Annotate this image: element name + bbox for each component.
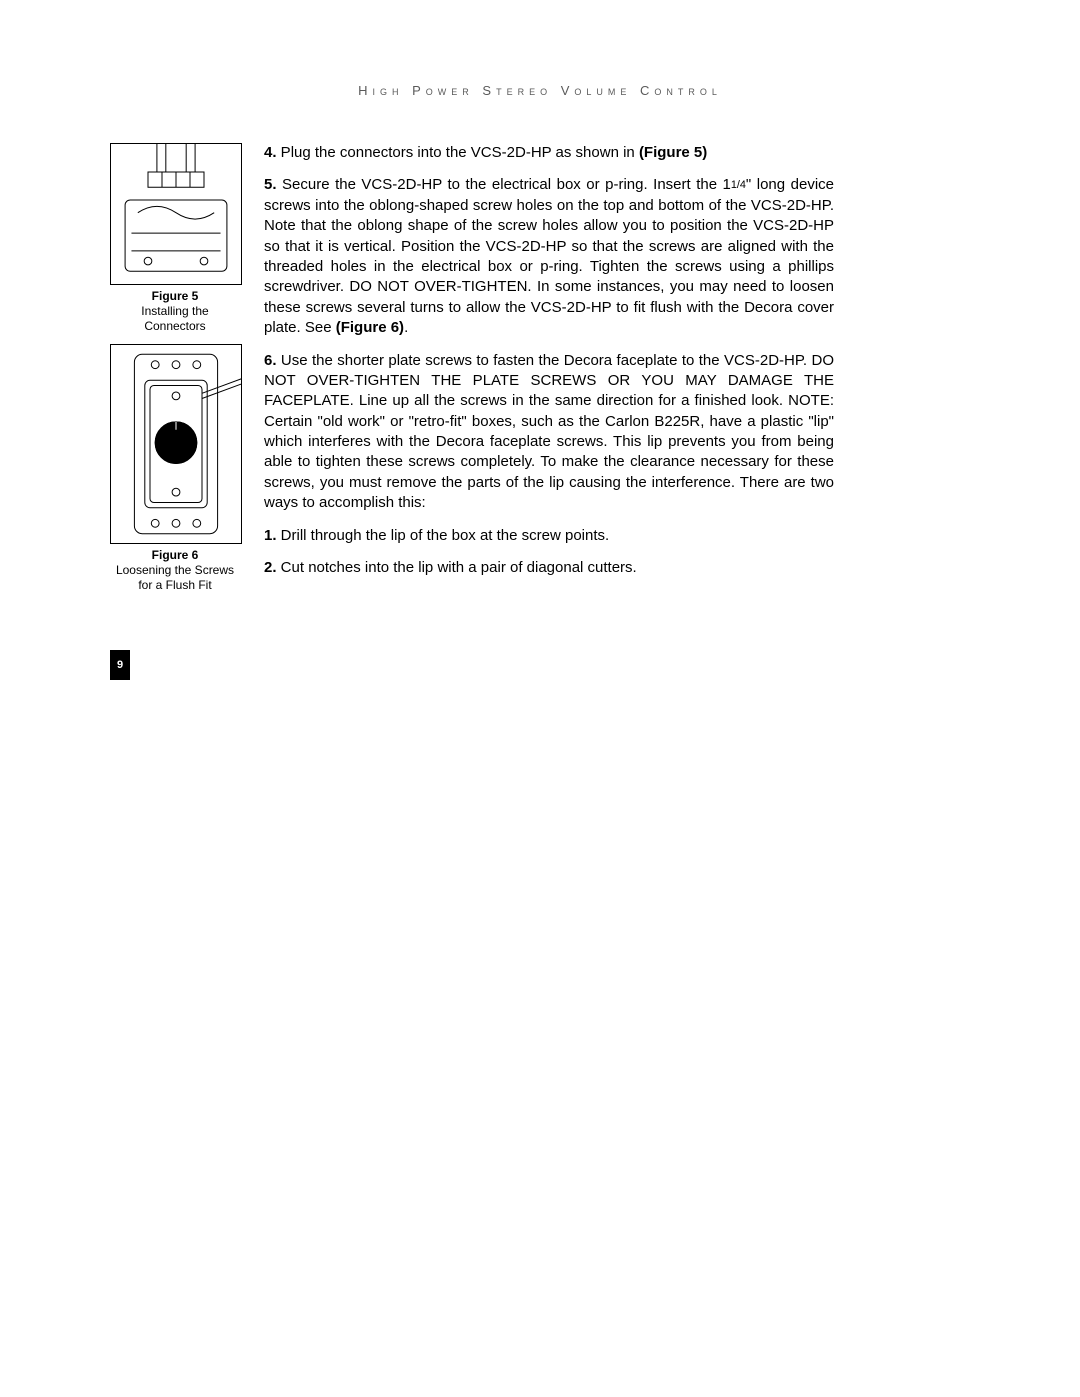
substep-1: 1. Drill through the lip of the box at t… <box>264 526 834 546</box>
step-4-text: Plug the connectors into the VCS-2D-HP a… <box>277 144 639 161</box>
page-number: 9 <box>110 650 130 680</box>
step-5-text-a: Secure the VCS-2D-HP to the electrical b… <box>277 176 731 193</box>
substep-2-text: Cut notches into the lip with a pair of … <box>277 559 637 576</box>
figure-6-label: Figure 6 <box>152 548 199 562</box>
figure-6-caption: Figure 6 Loosening the Screws for a Flus… <box>110 548 240 593</box>
figure-5-caption: Figure 5 Installing the Connectors <box>110 289 240 334</box>
step-5-num: 5. <box>264 176 277 193</box>
step-6-text: Use the shorter plate screws to fasten t… <box>264 352 834 512</box>
substep-1-text: Drill through the lip of the box at the … <box>277 527 610 544</box>
step-4-figure-ref: (Figure 5) <box>639 144 707 161</box>
substep-2: 2. Cut notches into the lip with a pair … <box>264 558 834 578</box>
step-5-text-b: " long device screws into the oblong-sha… <box>264 176 834 336</box>
figure-6-caption-text: Loosening the Screws for a Flush Fit <box>116 563 234 592</box>
step-5-figure-ref: (Figure 6) <box>336 319 404 336</box>
step-4-num: 4. <box>264 144 277 161</box>
step-6-num: 6. <box>264 352 277 369</box>
running-header: High Power Stereo Volume Control <box>0 83 1080 98</box>
figure-5-label: Figure 5 <box>152 289 199 303</box>
body-text: 4. Plug the connectors into the VCS-2D-H… <box>264 143 834 590</box>
figure-5-illustration <box>110 143 242 285</box>
figure-5-caption-text: Installing the Connectors <box>141 304 208 333</box>
step-5-text-c: . <box>404 319 408 336</box>
figure-5: Figure 5 Installing the Connectors <box>110 143 240 334</box>
step-6: 6. Use the shorter plate screws to faste… <box>264 351 834 514</box>
substep-1-num: 1. <box>264 527 277 544</box>
figure-sidebar: Figure 5 Installing the Connectors <box>110 143 240 599</box>
step-4: 4. Plug the connectors into the VCS-2D-H… <box>264 143 834 163</box>
step-5: 5. Secure the VCS-2D-HP to the electrica… <box>264 175 834 338</box>
step-5-frac: 1/4 <box>731 179 746 191</box>
figure-6-illustration <box>110 344 242 544</box>
page: High Power Stereo Volume Control <box>0 0 1080 1397</box>
substep-2-num: 2. <box>264 559 277 576</box>
figure-6: Figure 6 Loosening the Screws for a Flus… <box>110 344 240 593</box>
